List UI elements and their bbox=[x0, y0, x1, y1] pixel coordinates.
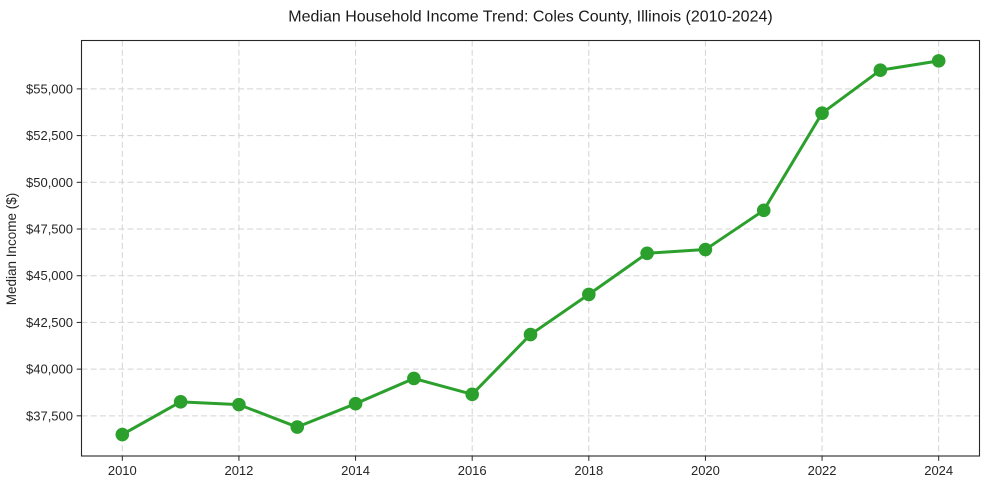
axis-layer: $37,500 $40,000 $42,500 $45,000 $47,500 $50,0… bbox=[26, 39, 981, 478]
data-point-marker bbox=[348, 396, 363, 411]
data-point-marker bbox=[115, 427, 130, 442]
x-tick-label: 2012 bbox=[224, 463, 253, 478]
income-line-series bbox=[115, 54, 946, 442]
data-point-marker bbox=[815, 106, 829, 120]
data-point-marker bbox=[173, 395, 188, 409]
plot-frame bbox=[80, 39, 981, 457]
y-tick-label: $40,000 bbox=[26, 362, 73, 377]
data-point-marker bbox=[232, 397, 246, 412]
data-point-marker bbox=[698, 242, 713, 257]
y-axis-title: Median Income ($) bbox=[4, 193, 19, 306]
chart-title: Median Household Income Trend: Coles Cou… bbox=[288, 9, 772, 26]
x-tick-label: 2020 bbox=[691, 463, 720, 478]
x-tick-label: 2018 bbox=[574, 463, 603, 478]
x-tick-label: 2022 bbox=[808, 463, 837, 478]
data-point-marker bbox=[931, 54, 946, 68]
data-point-marker bbox=[756, 203, 771, 218]
x-tick-label: 2010 bbox=[108, 463, 137, 478]
y-tick-label: $55,000 bbox=[26, 81, 73, 96]
data-point-marker bbox=[582, 287, 596, 302]
y-tick-label: $52,500 bbox=[26, 128, 73, 143]
y-tick-label: $42,500 bbox=[26, 315, 73, 330]
data-point-marker bbox=[407, 371, 421, 386]
x-tick-label: 2016 bbox=[458, 463, 487, 478]
trend-line bbox=[120, 59, 941, 437]
x-tick-label: 2014 bbox=[341, 463, 370, 478]
data-point-marker bbox=[523, 327, 538, 342]
y-tick-label: $37,500 bbox=[26, 408, 73, 423]
data-point-marker bbox=[873, 63, 888, 78]
data-point-marker bbox=[290, 420, 305, 434]
data-point-marker bbox=[640, 246, 654, 261]
y-tick-label: $47,500 bbox=[26, 222, 73, 237]
grid-layer bbox=[81, 40, 980, 456]
data-point-marker bbox=[465, 387, 479, 402]
y-tick-label: $45,000 bbox=[26, 268, 73, 283]
y-tick-label: $50,000 bbox=[26, 175, 73, 190]
x-tick-label: 2024 bbox=[924, 463, 953, 478]
